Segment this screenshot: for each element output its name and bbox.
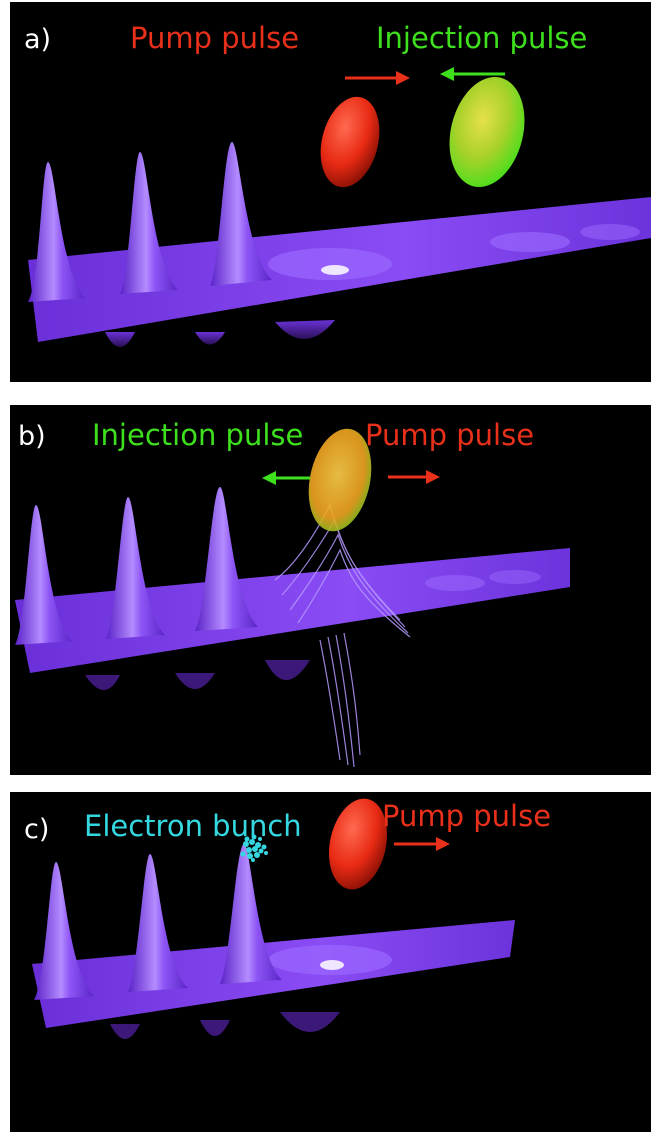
wake-trough <box>265 660 310 680</box>
injection-direction-arrow <box>262 471 310 485</box>
panel-c-illustration <box>32 798 515 1039</box>
wake-peak <box>195 487 258 631</box>
pump-direction-arrow <box>388 470 440 484</box>
overlapping-pulses-ellipsoid <box>308 428 372 532</box>
pump-pulse-ellipsoid <box>320 96 380 188</box>
pump-pulse-label: Pump pulse <box>130 21 300 55</box>
pump-direction-arrow <box>345 71 410 85</box>
panel-a-illustration <box>28 67 651 347</box>
electron-bunch-label: Electron bunch <box>84 809 302 843</box>
wake-trough <box>200 1020 230 1036</box>
electron-bunch-cluster <box>240 834 268 862</box>
wake-peak <box>210 142 272 286</box>
wake-trough <box>275 320 335 340</box>
wake-peak <box>120 152 178 294</box>
pump-pulse-label: Pump pulse <box>382 799 552 833</box>
wake-peak <box>15 505 72 645</box>
wake-trough <box>85 675 120 690</box>
panel-b-illustration <box>15 428 570 768</box>
wake-peak <box>28 162 85 302</box>
panel-a: a) Pump pulse Injection pulse <box>10 2 651 382</box>
wake-trough <box>195 332 225 345</box>
wake-peak <box>128 854 188 992</box>
wake-peak <box>34 862 94 1000</box>
wake-peak <box>106 497 165 639</box>
wake-peak <box>220 844 282 984</box>
panel-letter: c) <box>24 814 50 845</box>
wake-trough <box>175 673 215 689</box>
panel-b: b) Injection pulse Pump pulse <box>10 405 651 775</box>
pump-pulse-ellipsoid <box>328 798 388 890</box>
wake-trough <box>110 1024 140 1039</box>
wake-trough <box>280 1012 340 1032</box>
broken-wave-region <box>274 503 411 768</box>
injection-pulse-label: Injection pulse <box>376 21 588 55</box>
panel-letter: a) <box>24 24 52 55</box>
plasma-sheet <box>15 548 570 673</box>
injection-direction-arrow <box>440 67 505 81</box>
pump-direction-arrow <box>394 837 450 851</box>
panel-letter: b) <box>18 421 46 452</box>
wake-trough <box>105 332 135 347</box>
wake-bubble <box>268 248 392 280</box>
injection-pulse-ellipsoid <box>449 76 525 188</box>
pump-pulse-label: Pump pulse <box>365 418 535 452</box>
wake-bubble <box>268 945 392 975</box>
injection-pulse-label: Injection pulse <box>92 418 304 452</box>
panel-c: c) Electron bunch Pump pulse <box>10 792 651 1132</box>
